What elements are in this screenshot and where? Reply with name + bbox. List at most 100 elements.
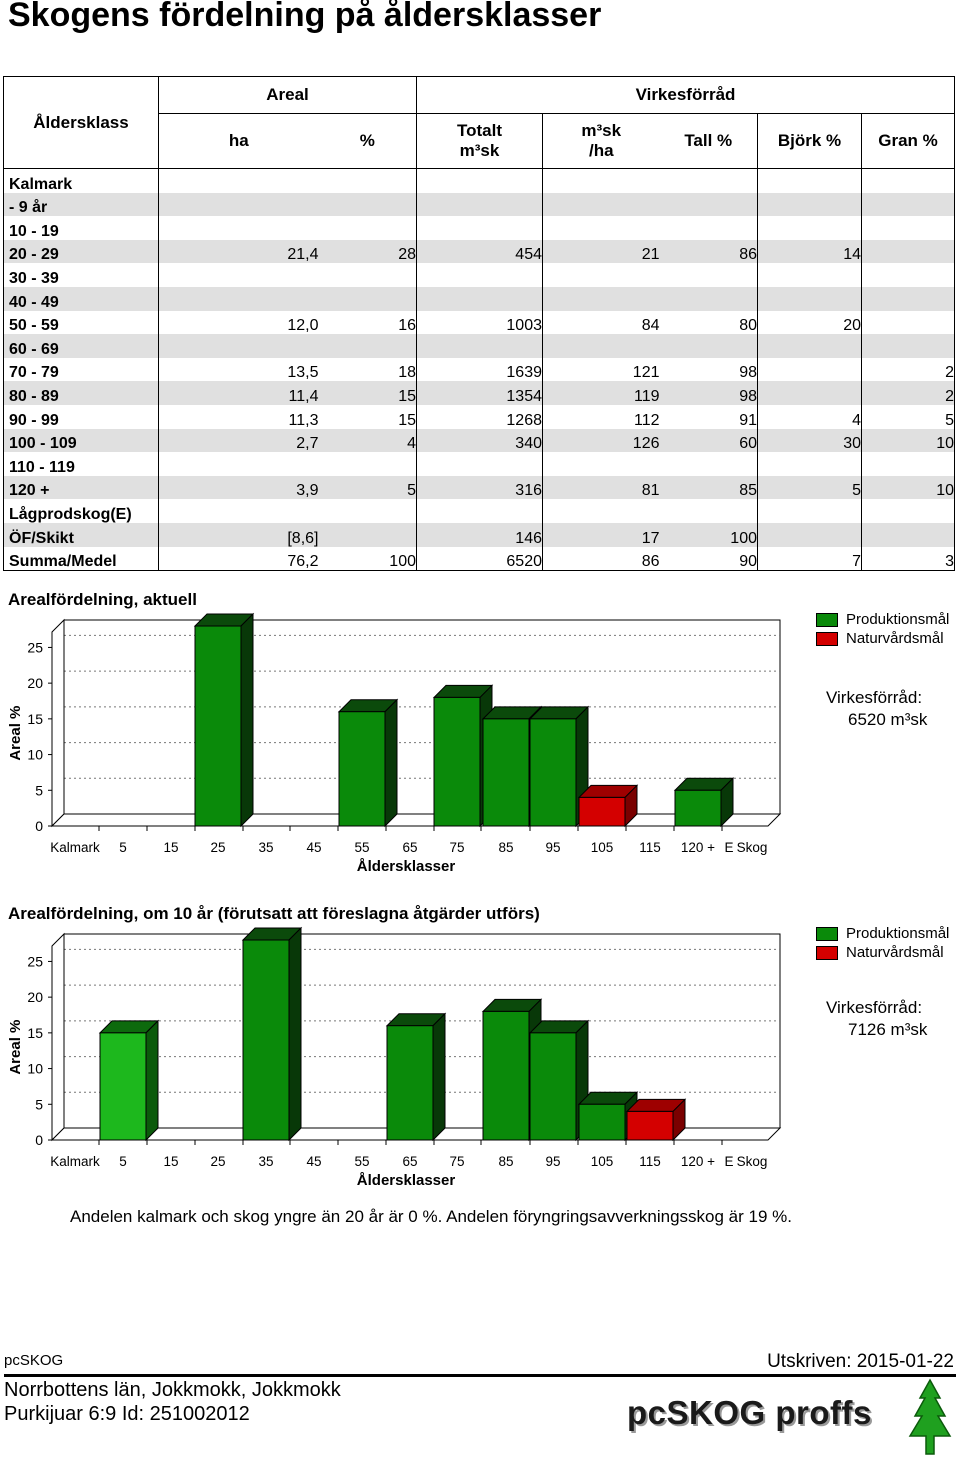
cell-totalt bbox=[416, 168, 543, 193]
x-tick-label: Kalmark bbox=[50, 840, 100, 855]
x-tick-label: 115 bbox=[639, 1154, 661, 1169]
cell-m3ha: 119 bbox=[542, 381, 660, 405]
cell-bjork bbox=[757, 168, 862, 193]
plot-floor bbox=[50, 813, 782, 827]
y-axis-label: Areal % bbox=[7, 706, 24, 761]
cell-pct: 5 bbox=[318, 475, 417, 500]
bar bbox=[194, 625, 242, 827]
cell-m3ha bbox=[542, 286, 660, 311]
cell-pct: 15 bbox=[398, 411, 416, 429]
cell-ha bbox=[158, 192, 319, 217]
cell-pct bbox=[318, 334, 417, 358]
cell-label: 50 - 59 bbox=[3, 310, 159, 335]
cell-ha: 76,2 bbox=[158, 546, 319, 572]
cell-m3ha: 121 bbox=[542, 357, 660, 382]
x-tick-label: 105 bbox=[591, 1154, 614, 1169]
cell-pct bbox=[319, 499, 417, 523]
cell-totalt bbox=[416, 263, 543, 287]
cell-tall bbox=[660, 263, 758, 287]
cell-gran: 5 bbox=[861, 404, 955, 429]
x-tick-label: 120 + bbox=[681, 840, 715, 855]
cell-totalt: 340 bbox=[416, 428, 543, 453]
x-tick-label: 75 bbox=[449, 840, 464, 855]
footer-app-name: pcSKOG bbox=[4, 1352, 64, 1369]
cell-label: 90 - 99 bbox=[3, 404, 159, 429]
bar bbox=[578, 796, 626, 827]
cell-totalt: 316 bbox=[416, 475, 543, 500]
cell-gran: 3 bbox=[861, 546, 955, 572]
cell-gran bbox=[861, 334, 955, 358]
table-row: 110 - 119 bbox=[3, 452, 955, 476]
chart1-stock-value: 6520 m³sk bbox=[848, 710, 928, 729]
cell-pct: 100 bbox=[318, 546, 417, 572]
table-row: Lågprodskog(E) bbox=[3, 499, 955, 523]
cell-m3ha bbox=[542, 452, 660, 476]
bar bbox=[386, 1025, 434, 1141]
legend-label-produktion: Produktionsmål bbox=[846, 925, 950, 942]
cell-tall bbox=[659, 286, 758, 311]
cell-totalt: 146 bbox=[416, 522, 543, 547]
x-tick-label: E bbox=[724, 840, 733, 855]
y-tick-label: 0 bbox=[35, 1132, 43, 1148]
cell-ha bbox=[158, 216, 319, 240]
cell-pct bbox=[319, 263, 417, 287]
x-tick-label: 5 bbox=[119, 1154, 127, 1169]
cell-tall: 100 bbox=[659, 522, 758, 547]
cell-m3ha: 81 bbox=[542, 475, 660, 500]
cell-m3ha bbox=[542, 263, 660, 287]
table-row: ÖF/Skikt [8,6] 146 17 100 bbox=[3, 522, 955, 547]
x-tick-label: 85 bbox=[498, 840, 513, 855]
legend-label-naturvard: Naturvårdsmål bbox=[846, 944, 944, 961]
cell-pct bbox=[318, 286, 417, 311]
cell-gran bbox=[861, 168, 955, 193]
cell-totalt: 1354 bbox=[416, 381, 543, 405]
table-row: 60 - 69 bbox=[3, 334, 955, 358]
y-tick-label: 10 bbox=[27, 1061, 43, 1077]
footer-property: Purkijuar 6:9 Id: 251002012 bbox=[4, 1403, 250, 1425]
chart1-legend: Produktionsmål Naturvårdsmål bbox=[816, 610, 949, 648]
cell-ha bbox=[158, 168, 319, 193]
x-tick-label: 120 + bbox=[681, 1154, 715, 1169]
x-tick-label: 35 bbox=[258, 840, 273, 855]
cell-tall bbox=[660, 169, 758, 193]
page-title: Skogens fördelning på åldersklasser bbox=[8, 0, 602, 34]
table-row: 70 - 79 13,5 18 1639 121 98 2 bbox=[3, 357, 955, 382]
x-tick-label: 15 bbox=[163, 840, 178, 855]
header-bjork: Björk % bbox=[757, 113, 862, 169]
x-tick-label: 65 bbox=[402, 1154, 417, 1169]
cell-label: 20 - 29 bbox=[3, 239, 159, 264]
cell-totalt: 6520 bbox=[416, 546, 543, 572]
cell-ha: [8,6] bbox=[158, 522, 319, 547]
cell-bjork bbox=[757, 263, 862, 287]
y-tick-label: 5 bbox=[35, 1096, 43, 1112]
y-tick-label: 5 bbox=[35, 782, 43, 798]
cell-pct bbox=[319, 452, 417, 476]
header-ha: ha bbox=[158, 113, 319, 169]
cell-ha bbox=[158, 263, 319, 287]
chart2-title: Arealfördelning, om 10 år (förutsatt att… bbox=[8, 904, 540, 923]
bar-side bbox=[384, 698, 398, 828]
header-m3ha: m³sk /ha bbox=[542, 113, 660, 169]
bar bbox=[242, 939, 290, 1141]
header-totalt: Totalt m³sk bbox=[416, 113, 543, 169]
cell-tall: 98 bbox=[739, 364, 757, 382]
cell-tall: 98 bbox=[659, 381, 758, 405]
cell-tall: 60 bbox=[659, 428, 758, 453]
x-tick-label: Skog bbox=[737, 840, 768, 855]
y-tick-label: 15 bbox=[27, 1025, 43, 1041]
cell-ha bbox=[158, 499, 319, 523]
x-tick-label: 25 bbox=[210, 1154, 225, 1169]
cell-bjork bbox=[757, 522, 862, 547]
cell-ha: 2,7 bbox=[158, 428, 319, 453]
x-tick-label: 45 bbox=[306, 1154, 321, 1169]
cell-label: 70 - 79 bbox=[3, 357, 159, 382]
bar-side bbox=[145, 1019, 159, 1142]
chart2-bar-chart: 0 5 10 15 20 25 Areal % Kalmark 5 15 25 35 45 55 65 75 8… bbox=[7, 926, 782, 1189]
x-tick-label: 5 bbox=[119, 840, 127, 855]
x-axis-label: Åldersklasser bbox=[357, 858, 456, 875]
cell-totalt bbox=[416, 192, 543, 217]
x-tick-label: 15 bbox=[163, 1154, 178, 1169]
cell-m3ha bbox=[542, 192, 660, 217]
cell-m3ha bbox=[542, 168, 660, 193]
cell-totalt bbox=[416, 499, 543, 523]
